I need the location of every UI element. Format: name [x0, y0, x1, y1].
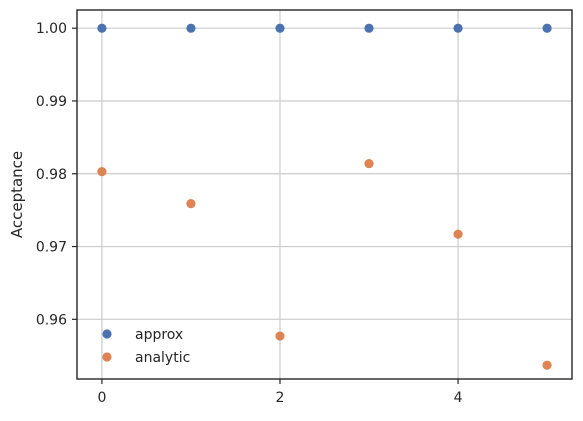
approx-point — [97, 23, 107, 33]
y-tick-label: 0.96 — [36, 312, 67, 328]
legend-label-analytic: analytic — [135, 350, 190, 366]
y-tick-label: 0.97 — [36, 240, 67, 256]
x-tick-label: 0 — [97, 390, 106, 406]
grid-lines — [77, 10, 572, 379]
legend-label-approx: approx — [135, 327, 183, 343]
approx-point — [186, 23, 196, 33]
analytic-point — [364, 158, 374, 169]
approx-point — [542, 23, 552, 33]
approx-point — [453, 23, 463, 33]
data-points — [97, 23, 552, 370]
analytic-point — [186, 198, 196, 209]
axis-ticks: 0 2 4 0.96 0.97 0.98 0.99 1.00 — [36, 21, 463, 406]
legend: approx analytic — [102, 327, 190, 366]
analytic-point — [542, 360, 552, 370]
legend-marker-analytic — [102, 352, 112, 362]
y-tick-label: 1.00 — [36, 21, 67, 37]
approx-point — [364, 23, 374, 33]
approx-point — [275, 23, 285, 33]
analytic-point — [97, 166, 107, 177]
y-tick-label: 0.99 — [36, 94, 67, 110]
analytic-point — [275, 331, 285, 341]
plot-frame — [76, 9, 573, 380]
x-tick-label: 2 — [276, 390, 285, 406]
x-tick-label: 4 — [454, 390, 463, 406]
y-axis-label: Acceptance — [8, 151, 26, 238]
y-tick-label: 0.98 — [36, 167, 67, 183]
legend-marker-approx — [102, 329, 112, 339]
analytic-point — [453, 229, 463, 239]
